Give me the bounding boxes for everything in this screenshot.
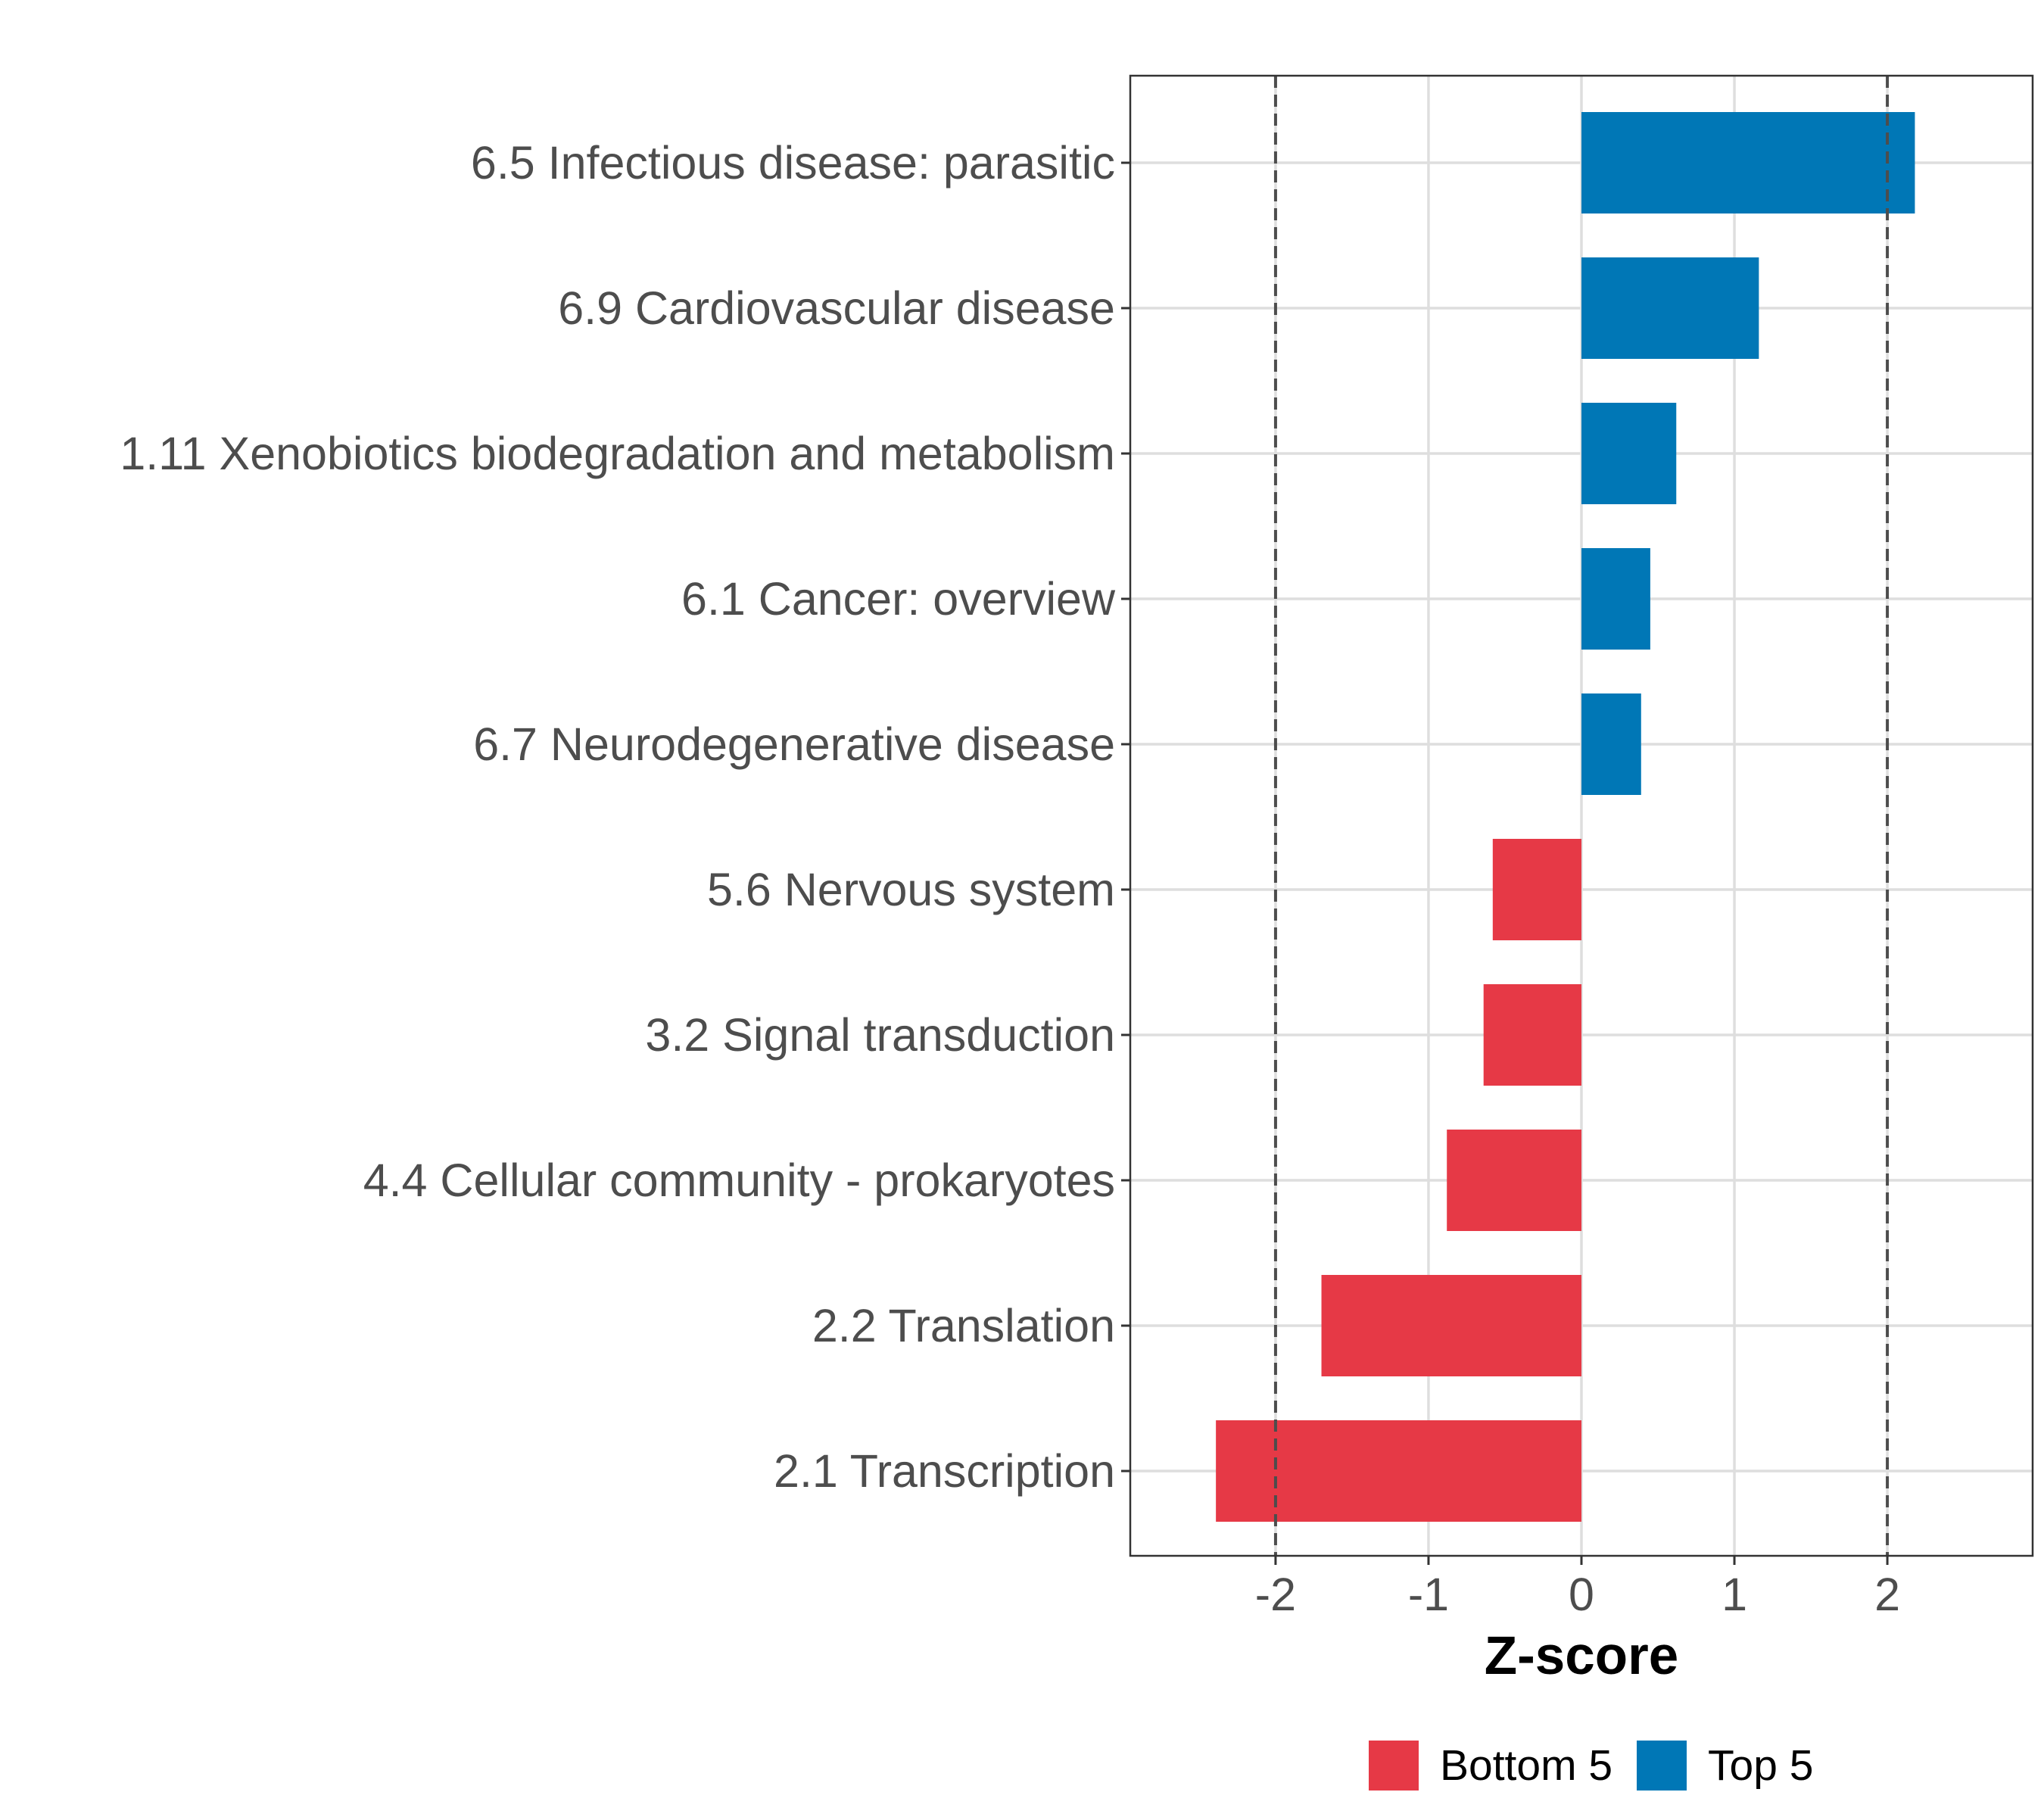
y-tick-label: 6.5 Infectious disease: parasitic <box>471 137 1115 189</box>
bar-6-7-neurodegenerative-disease <box>1581 693 1641 795</box>
x-axis-title: Z-score <box>1485 1626 1678 1686</box>
y-tick-label: 2.2 Translation <box>812 1300 1115 1351</box>
legend-key-bottom-5 <box>1369 1741 1419 1791</box>
y-tick-label: 2.1 Transcription <box>774 1445 1115 1497</box>
bar-1-11-xenobiotics-biodegradation-and-metabolism <box>1581 403 1677 504</box>
bar-2-1-transcription <box>1216 1420 1581 1522</box>
y-tick-label: 6.1 Cancer: overview <box>681 573 1116 625</box>
y-tick-label: 6.9 Cardiovascular disease <box>558 282 1115 334</box>
x-tick-label: -2 <box>1255 1569 1296 1620</box>
y-axis: 6.5 Infectious disease: parasitic 6.9 Car… <box>120 137 1130 1497</box>
bar-2-2-translation <box>1321 1275 1581 1376</box>
y-tick-label: 3.2 Signal transduction <box>645 1009 1115 1061</box>
y-tick-label: 4.4 Cellular community - prokaryotes <box>363 1155 1115 1206</box>
legend-key-top-5 <box>1637 1741 1687 1791</box>
legend-label-top-5: Top 5 <box>1708 1741 1813 1790</box>
legend: Bottom 5 Top 5 <box>1369 1741 1813 1791</box>
x-tick-label: 1 <box>1722 1569 1747 1620</box>
bar-6-9-cardiovascular-disease <box>1581 257 1759 359</box>
x-axis: -2 -1 0 1 2 <box>1255 1556 1900 1620</box>
reference-lines <box>1273 76 1890 1556</box>
legend-label-bottom-5: Bottom 5 <box>1440 1741 1612 1790</box>
bar-4-4-cellular-community-prokaryotes <box>1447 1130 1581 1231</box>
x-tick-label: -1 <box>1408 1569 1449 1620</box>
x-tick-label: 2 <box>1874 1569 1900 1620</box>
y-tick-label: 5.6 Nervous system <box>707 864 1115 915</box>
y-tick-label: 6.7 Neurodegenerative disease <box>473 718 1115 770</box>
bar-6-1-cancer-overview <box>1581 548 1650 650</box>
bar-3-2-signal-transduction <box>1483 984 1581 1086</box>
y-tick-label: 1.11 Xenobiotics biodegradation and meta… <box>120 428 1115 479</box>
bar-5-6-nervous-system <box>1492 839 1581 940</box>
bar-6-5-infectious-disease-parasitic <box>1581 112 1915 213</box>
x-tick-label: 0 <box>1569 1569 1594 1620</box>
bars <box>1216 112 1915 1522</box>
